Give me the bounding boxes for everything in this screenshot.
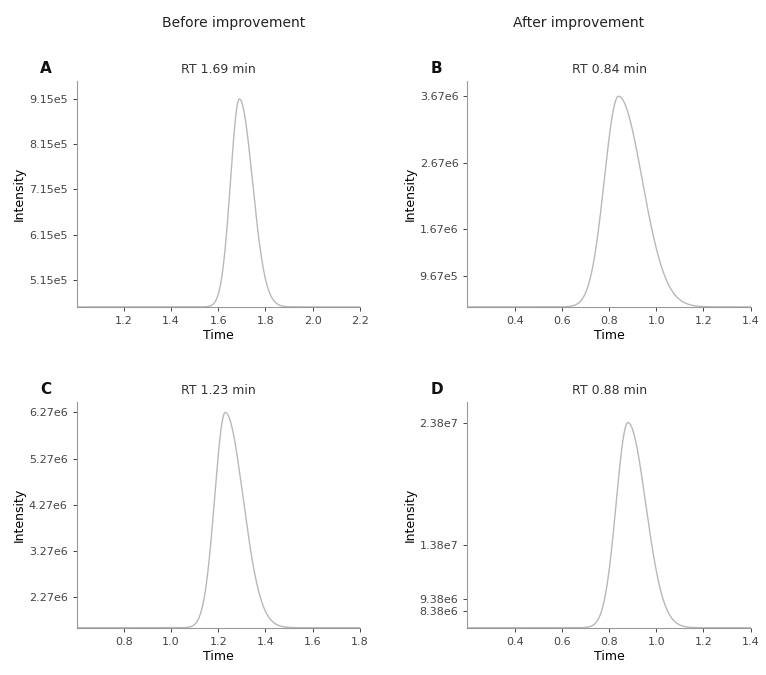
X-axis label: Time: Time [203, 649, 234, 663]
Y-axis label: Intensity: Intensity [13, 487, 26, 542]
Text: A: A [40, 61, 51, 76]
Y-axis label: Intensity: Intensity [404, 167, 417, 221]
Text: RT 1.23 min: RT 1.23 min [181, 384, 256, 398]
Text: RT 0.88 min: RT 0.88 min [571, 384, 647, 398]
Text: Before improvement: Before improvement [162, 16, 306, 30]
Text: B: B [430, 61, 442, 76]
Y-axis label: Intensity: Intensity [13, 167, 26, 221]
X-axis label: Time: Time [203, 329, 234, 342]
X-axis label: Time: Time [594, 329, 624, 342]
Y-axis label: Intensity: Intensity [404, 487, 417, 542]
Text: D: D [430, 382, 444, 398]
Text: After improvement: After improvement [512, 16, 644, 30]
Text: RT 1.69 min: RT 1.69 min [181, 63, 256, 76]
Text: C: C [40, 382, 51, 398]
Text: RT 0.84 min: RT 0.84 min [571, 63, 647, 76]
X-axis label: Time: Time [594, 649, 624, 663]
